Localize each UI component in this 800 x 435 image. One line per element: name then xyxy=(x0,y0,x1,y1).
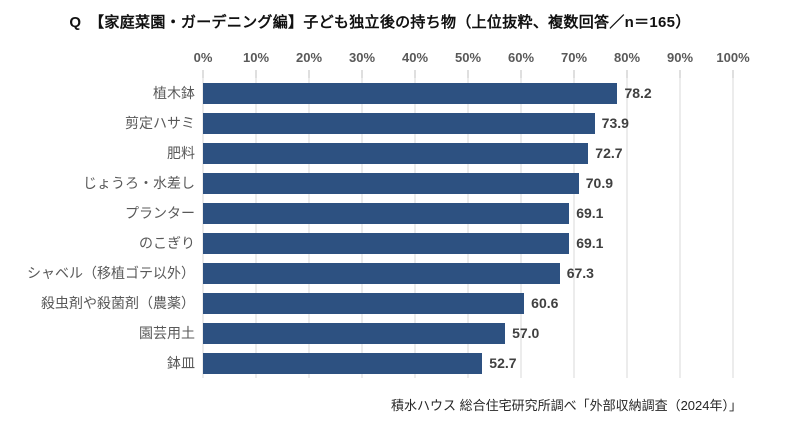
table-row: プランター 69.1 xyxy=(125,198,733,228)
page-title: Q 【家庭菜園・ガーデニング編】子ども独立後の持ち物（上位抜粋、複数回答／n＝1… xyxy=(69,14,691,31)
bar xyxy=(203,82,618,104)
gridline xyxy=(732,72,734,378)
category-label: のこぎり xyxy=(139,235,195,251)
gridline xyxy=(255,72,257,378)
bar xyxy=(203,262,560,284)
table-row: 剪定ハサミ 73.9 xyxy=(125,108,733,138)
gridline xyxy=(520,72,522,378)
gridline xyxy=(467,72,469,378)
x-axis: 0% 10% 20% 30% 40% 50% 60% 70% 80% 90% 100% xyxy=(194,50,750,66)
x-axis-tick-label: 60% xyxy=(507,50,535,65)
value-label: 70.9 xyxy=(585,175,614,191)
x-axis-tick-label: 20% xyxy=(295,50,323,65)
gridline xyxy=(361,72,363,378)
axis-tickmark xyxy=(202,70,204,78)
category-label: 植木鉢 xyxy=(153,85,195,101)
value-label: 57.0 xyxy=(512,325,540,341)
gridline xyxy=(414,72,416,378)
axis-tickmark xyxy=(308,70,310,78)
x-axis-tick-label: 40% xyxy=(401,50,429,65)
category-label: シャベル（移植ゴテ以外） xyxy=(27,265,195,281)
value-label: 73.9 xyxy=(601,115,629,131)
x-axis-tick-label: 30% xyxy=(348,50,376,65)
x-axis-tick-label: 80% xyxy=(613,50,641,65)
table-row: 園芸用土 57.0 xyxy=(139,318,733,348)
table-row: 鉢皿 52.7 xyxy=(167,348,733,378)
category-label: 殺虫剤や殺菌剤（農薬） xyxy=(41,295,195,311)
axis-tickmark xyxy=(414,70,416,78)
x-axis-tick-label: 50% xyxy=(454,50,482,65)
axis-tickmark xyxy=(573,70,575,78)
source-caption: 積水ハウス 総合住宅研究所調べ「外部収納調査（2024年）」 xyxy=(390,398,742,413)
x-axis-tick-label: 0% xyxy=(193,50,213,65)
gridline xyxy=(573,72,575,378)
table-row: シャベル（移植ゴテ以外） 67.3 xyxy=(27,258,733,288)
bar xyxy=(203,112,595,134)
axis-tickmark xyxy=(520,70,522,78)
bar xyxy=(203,232,570,254)
value-label: 52.7 xyxy=(489,355,517,371)
value-label: 78.2 xyxy=(624,85,652,101)
value-label: 67.3 xyxy=(566,265,594,281)
x-axis-tick-label: 100% xyxy=(716,50,750,65)
table-row: 植木鉢 78.2 xyxy=(153,78,733,108)
axis-tickmark xyxy=(679,70,681,78)
axis-tickmark xyxy=(626,70,628,78)
gridline xyxy=(202,72,204,378)
table-row: のこぎり 69.1 xyxy=(139,228,733,258)
axis-tickmark xyxy=(361,70,363,78)
bar xyxy=(203,292,525,314)
bar xyxy=(203,322,506,344)
table-row: 殺虫剤や殺菌剤（農薬） 60.6 xyxy=(41,288,733,318)
axis-tickmark xyxy=(467,70,469,78)
category-label: 剪定ハサミ xyxy=(125,115,195,131)
category-label: じょうろ・水差し xyxy=(83,175,195,191)
category-label: 園芸用土 xyxy=(139,325,195,341)
x-axis-tick-label: 90% xyxy=(666,50,694,65)
table-row: じょうろ・水差し 70.9 xyxy=(83,168,733,198)
bar xyxy=(203,172,579,194)
value-label: 69.1 xyxy=(576,205,604,221)
category-label: 肥料 xyxy=(167,145,195,161)
x-axis-tick-label: 70% xyxy=(560,50,588,65)
plot-area: 植木鉢 78.2 剪定ハサミ 73.9 肥料 72.7 じょうろ・水差し 70.… xyxy=(27,70,734,378)
gridline xyxy=(626,72,628,378)
axis-tickmark xyxy=(255,70,257,78)
x-axis-tick-label: 10% xyxy=(242,50,270,65)
gridline xyxy=(679,72,681,378)
value-label: 60.6 xyxy=(531,295,559,311)
axis-tickmark xyxy=(732,70,734,78)
bar xyxy=(203,352,483,374)
value-label: 72.7 xyxy=(595,145,623,161)
table-row: 肥料 72.7 xyxy=(167,138,733,168)
bar xyxy=(203,142,589,164)
bar-rows: 植木鉢 78.2 剪定ハサミ 73.9 肥料 72.7 じょうろ・水差し 70.… xyxy=(27,78,733,378)
category-label: プランター xyxy=(125,205,195,221)
bar xyxy=(203,202,570,224)
gridline xyxy=(308,72,310,378)
value-label: 69.1 xyxy=(576,235,604,251)
category-label: 鉢皿 xyxy=(167,355,195,371)
